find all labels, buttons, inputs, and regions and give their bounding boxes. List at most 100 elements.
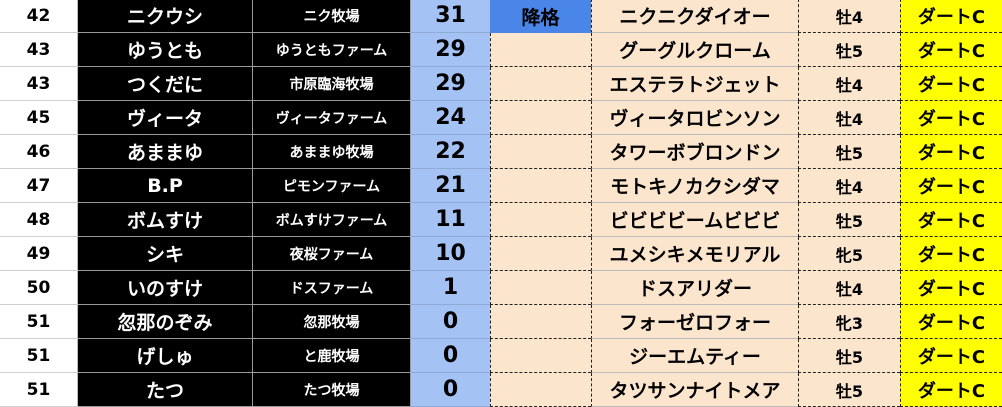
table-row: 43 つくだに 市原臨海牧場 29 エステラトジェット 牡4 ダートC (0, 67, 1002, 101)
rank-cell[interactable]: 42 (0, 0, 78, 33)
status-cell[interactable] (490, 33, 591, 67)
farm-name-cell[interactable]: あままゆ牧場 (253, 135, 410, 169)
points-cell[interactable]: 29 (410, 33, 490, 67)
horse-name-cell[interactable]: ビビビビームビビビ (591, 203, 798, 237)
points-cell[interactable]: 22 (410, 135, 490, 169)
farm-name-cell[interactable]: ヴィータファーム (253, 101, 410, 135)
class-cell[interactable]: ダートC (900, 271, 1002, 305)
class-cell[interactable]: ダートC (900, 169, 1002, 203)
points-cell[interactable]: 1 (410, 271, 490, 305)
sex-age-cell[interactable]: 牡4 (798, 101, 900, 135)
owner-name-cell[interactable]: たつ (78, 373, 253, 407)
sex-age-cell[interactable]: 牡4 (798, 271, 900, 305)
owner-name-cell[interactable]: いのすけ (78, 271, 253, 305)
class-cell[interactable]: ダートC (900, 135, 1002, 169)
farm-name-cell[interactable]: ゆうともファーム (253, 33, 410, 67)
rank-cell[interactable]: 51 (0, 373, 78, 407)
class-cell[interactable]: ダートC (900, 237, 1002, 271)
farm-name-cell[interactable]: ドスファーム (253, 271, 410, 305)
points-cell[interactable]: 10 (410, 237, 490, 271)
status-cell[interactable] (490, 271, 591, 305)
points-cell[interactable]: 0 (410, 373, 490, 407)
points-cell[interactable]: 21 (410, 169, 490, 203)
rank-cell[interactable]: 51 (0, 339, 78, 373)
owner-name-cell[interactable]: B.P (78, 169, 253, 203)
horse-name-cell[interactable]: ユメシキメモリアル (591, 237, 798, 271)
status-cell[interactable] (490, 67, 591, 101)
rank-cell[interactable]: 50 (0, 271, 78, 305)
owner-name-cell[interactable]: ヴィータ (78, 101, 253, 135)
horse-name-cell[interactable]: タワーボブロンドン (591, 135, 798, 169)
horse-name-cell[interactable]: エステラトジェット (591, 67, 798, 101)
status-cell[interactable] (490, 339, 591, 373)
owner-name-cell[interactable]: ニクウシ (78, 0, 253, 33)
points-cell[interactable]: 31 (410, 0, 490, 33)
sex-age-cell[interactable]: 牝3 (798, 305, 900, 339)
status-cell[interactable] (490, 169, 591, 203)
rank-cell[interactable]: 45 (0, 101, 78, 135)
sex-age-cell[interactable]: 牡5 (798, 339, 900, 373)
owner-name-cell[interactable]: あままゆ (78, 135, 253, 169)
farm-name-cell[interactable]: と鹿牧場 (253, 339, 410, 373)
farm-name-cell[interactable]: 忽那牧場 (253, 305, 410, 339)
sex-age-cell[interactable]: 牡5 (798, 135, 900, 169)
status-cell[interactable] (490, 203, 591, 237)
class-cell[interactable]: ダートC (900, 373, 1002, 407)
owner-name-cell[interactable]: シキ (78, 237, 253, 271)
horse-name-cell[interactable]: タツサンナイトメア (591, 373, 798, 407)
farm-name-cell[interactable]: 夜桜ファーム (253, 237, 410, 271)
class-cell[interactable]: ダートC (900, 0, 1002, 33)
rank-cell[interactable]: 43 (0, 67, 78, 101)
farm-name-cell[interactable]: たつ牧場 (253, 373, 410, 407)
status-cell[interactable] (490, 101, 591, 135)
points-cell[interactable]: 0 (410, 305, 490, 339)
status-cell[interactable] (490, 237, 591, 271)
sex-age-cell[interactable]: 牡4 (798, 0, 900, 33)
rank-cell[interactable]: 47 (0, 169, 78, 203)
sex-age-cell[interactable]: 牡5 (798, 373, 900, 407)
status-cell[interactable] (490, 373, 591, 407)
owner-name-cell[interactable]: ボムすけ (78, 203, 253, 237)
owner-name-cell[interactable]: 忽那のぞみ (78, 305, 253, 339)
owner-name-cell[interactable]: げしゅ (78, 339, 253, 373)
rank-cell[interactable]: 51 (0, 305, 78, 339)
horse-name-cell[interactable]: ヴィータロビンソン (591, 101, 798, 135)
points-cell[interactable]: 11 (410, 203, 490, 237)
points-cell[interactable]: 0 (410, 339, 490, 373)
class-cell[interactable]: ダートC (900, 33, 1002, 67)
table-row: 45 ヴィータ ヴィータファーム 24 ヴィータロビンソン 牡4 ダートC (0, 101, 1002, 135)
rank-cell[interactable]: 43 (0, 33, 78, 67)
class-cell[interactable]: ダートC (900, 67, 1002, 101)
farm-name-cell[interactable]: ピモンファーム (253, 169, 410, 203)
status-cell[interactable] (490, 305, 591, 339)
farm-name-cell[interactable]: ニク牧場 (253, 0, 410, 33)
class-cell[interactable]: ダートC (900, 339, 1002, 373)
sex-age-cell[interactable]: 牡4 (798, 67, 900, 101)
owner-name-cell[interactable]: つくだに (78, 67, 253, 101)
class-cell[interactable]: ダートC (900, 305, 1002, 339)
horse-name-cell[interactable]: フォーゼロフォー (591, 305, 798, 339)
rank-cell[interactable]: 49 (0, 237, 78, 271)
sex-age-cell[interactable]: 牡5 (798, 203, 900, 237)
farm-name-cell[interactable]: ボムすけファーム (253, 203, 410, 237)
status-cell[interactable]: 降格 (490, 0, 591, 33)
status-cell[interactable] (490, 135, 591, 169)
sex-age-cell[interactable]: 牡4 (798, 169, 900, 203)
horse-name-cell[interactable]: グーグルクローム (591, 33, 798, 67)
points-cell[interactable]: 29 (410, 67, 490, 101)
table-row: 49 シキ 夜桜ファーム 10 ユメシキメモリアル 牝5 ダートC (0, 237, 1002, 271)
points-cell[interactable]: 24 (410, 101, 490, 135)
rank-cell[interactable]: 46 (0, 135, 78, 169)
horse-name-cell[interactable]: ジーエムティー (591, 339, 798, 373)
class-cell[interactable]: ダートC (900, 203, 1002, 237)
horse-name-cell[interactable]: モトキノカクシダマ (591, 169, 798, 203)
sex-age-cell[interactable]: 牡5 (798, 33, 900, 67)
sex-age-cell[interactable]: 牝5 (798, 237, 900, 271)
horse-name-cell[interactable]: ニクニクダイオー (591, 0, 798, 33)
owner-name-cell[interactable]: ゆうとも (78, 33, 253, 67)
horse-name-cell[interactable]: ドスアリダー (591, 271, 798, 305)
farm-name-cell[interactable]: 市原臨海牧場 (253, 67, 410, 101)
class-cell[interactable]: ダートC (900, 101, 1002, 135)
rank-cell[interactable]: 48 (0, 203, 78, 237)
